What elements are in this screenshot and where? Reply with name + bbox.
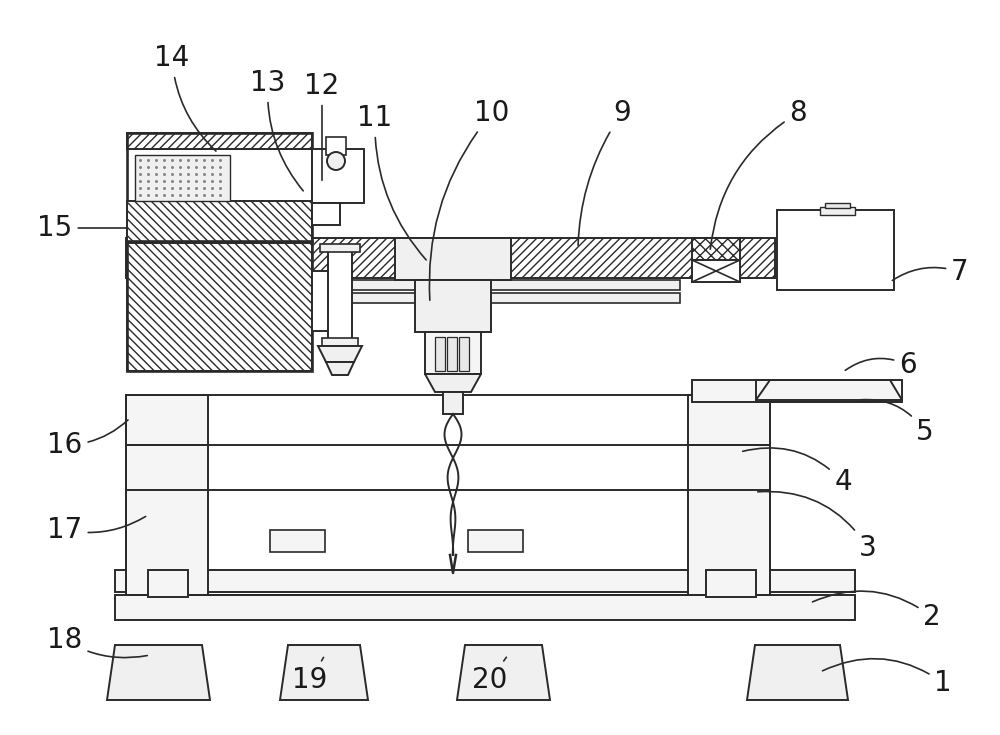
Bar [328, 248, 352, 340]
Text: 11: 11 [357, 104, 426, 260]
Polygon shape [318, 346, 362, 362]
Bar [148, 570, 188, 597]
Bar [126, 395, 770, 595]
Bar [127, 133, 312, 241]
Text: 1: 1 [823, 659, 952, 697]
Bar [459, 337, 469, 371]
Bar [820, 207, 855, 215]
Text: 20: 20 [472, 657, 508, 694]
Polygon shape [747, 645, 848, 700]
Bar [706, 570, 756, 597]
Text: 17: 17 [47, 516, 146, 544]
Polygon shape [280, 645, 368, 700]
Text: 16: 16 [47, 420, 128, 459]
Bar [312, 149, 364, 203]
Polygon shape [107, 645, 210, 700]
Bar [688, 395, 770, 595]
Bar [692, 260, 740, 282]
Bar [126, 395, 208, 595]
Text: 12: 12 [304, 72, 340, 180]
Bar [777, 210, 894, 290]
Bar [447, 337, 457, 371]
Text: 10: 10 [429, 99, 510, 300]
Polygon shape [326, 362, 354, 375]
Text: 5: 5 [861, 400, 934, 446]
Bar [415, 280, 491, 332]
Bar [127, 201, 312, 243]
Bar [425, 332, 481, 374]
Text: 9: 9 [578, 99, 631, 245]
Text: 15: 15 [37, 214, 127, 242]
Polygon shape [457, 645, 550, 700]
Bar [326, 137, 346, 155]
Bar [126, 238, 775, 278]
Bar [692, 380, 877, 402]
Text: 2: 2 [813, 591, 941, 631]
Bar [312, 203, 340, 225]
Text: 14: 14 [154, 44, 216, 151]
Bar [127, 241, 312, 371]
Bar [692, 238, 740, 260]
Text: 3: 3 [758, 492, 877, 562]
Bar [127, 241, 312, 371]
Bar [312, 271, 347, 331]
Bar [210, 280, 680, 290]
Bar [756, 380, 902, 402]
Bar [435, 337, 445, 371]
Bar [825, 203, 850, 208]
Text: 4: 4 [743, 448, 852, 496]
Text: 8: 8 [710, 99, 807, 249]
Text: 6: 6 [845, 351, 917, 379]
Bar [443, 392, 463, 414]
Text: 7: 7 [892, 258, 969, 286]
Bar [395, 238, 511, 280]
Bar [115, 570, 855, 592]
Polygon shape [756, 380, 902, 400]
Bar [320, 244, 360, 252]
Text: 19: 19 [292, 657, 328, 694]
Bar [210, 293, 680, 303]
Circle shape [327, 152, 345, 170]
Text: 18: 18 [47, 626, 147, 658]
Text: 13: 13 [250, 69, 303, 191]
Bar [468, 530, 523, 552]
Bar [270, 530, 325, 552]
Bar [322, 338, 358, 346]
Polygon shape [425, 374, 481, 392]
Bar [127, 133, 312, 149]
Bar [115, 595, 855, 620]
Bar [135, 155, 230, 201]
